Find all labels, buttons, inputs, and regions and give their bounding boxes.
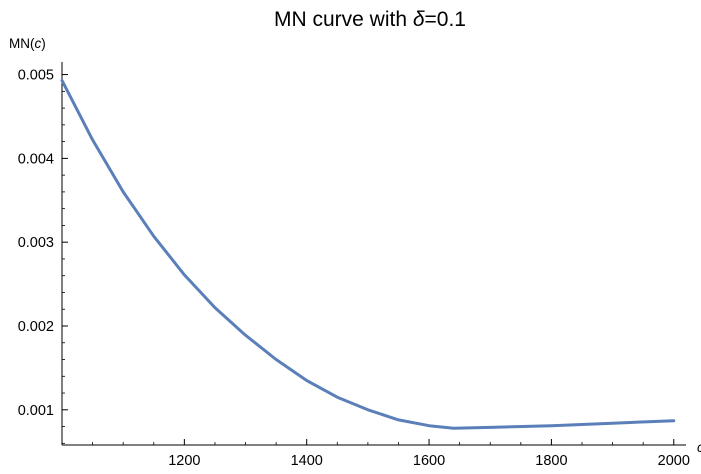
y-tick-label: 0.001 — [18, 403, 54, 419]
plot-area — [60, 78, 676, 430]
x-axis-label: c — [697, 440, 701, 455]
y-tick-label: 0.002 — [18, 319, 54, 335]
x-tick-label: 2000 — [658, 453, 690, 469]
y-axis-label: MN(c) — [9, 36, 46, 51]
x-tick-label: 1400 — [291, 453, 323, 469]
y-axis-ticks: 0.001 0.002 0.003 0.004 0.005 — [18, 68, 68, 444]
x-tick-label: 1800 — [535, 453, 567, 469]
series-line — [60, 78, 676, 430]
x-tick-label: 1600 — [413, 453, 445, 469]
chart-title: MN curve with δ=0.1 — [274, 8, 466, 31]
y-tick-label: 0.003 — [18, 235, 54, 251]
x-axis-ticks: 1200 1400 1600 1800 2000 — [61, 439, 690, 469]
x-tick-label: 1200 — [168, 453, 200, 469]
y-tick-label: 0.004 — [18, 151, 54, 167]
y-tick-label: 0.005 — [18, 68, 54, 84]
